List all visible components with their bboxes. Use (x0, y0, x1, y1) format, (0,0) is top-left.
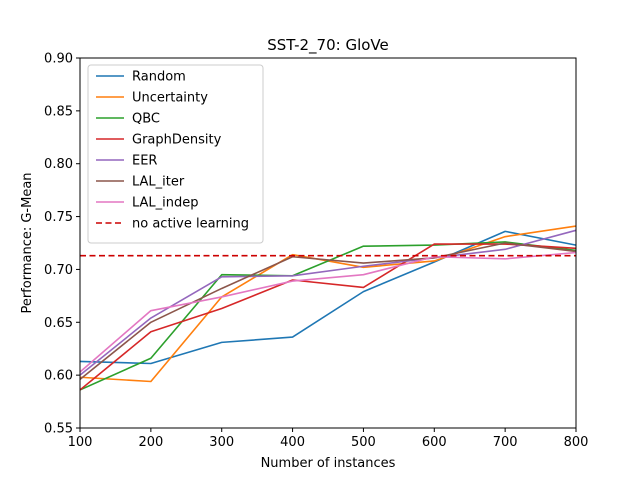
legend-item-label: QBC (132, 112, 160, 127)
x-tick-label: 700 (493, 435, 518, 450)
legend-item-label: Random (132, 70, 186, 85)
y-tick-label: 0.65 (44, 316, 73, 331)
series-line-eer (79, 229, 577, 376)
y-tick-label: 0.85 (44, 104, 73, 119)
legend-item-label: LAL_iter (132, 175, 185, 190)
x-tick-label: 400 (280, 435, 305, 450)
x-tick-label: 500 (351, 435, 376, 450)
chart-title: SST-2_70: GloVe (267, 36, 389, 55)
y-tick-label: 0.75 (44, 210, 73, 225)
x-tick-label: 600 (422, 435, 447, 450)
x-tick-label: 200 (138, 435, 163, 450)
legend-item-label: GraphDensity (132, 133, 222, 148)
series-line-qbc (79, 241, 577, 391)
y-axis: 0.55 0.60 0.65 0.70 0.75 0.80 0.85 0.90 (44, 52, 80, 437)
x-tick-label: 800 (564, 435, 589, 450)
legend-item-label: Uncertainty (132, 91, 208, 106)
legend-item-label: LAL_indep (132, 196, 199, 211)
series-line-lal-indep (79, 251, 577, 373)
y-tick-label: 0.70 (44, 263, 73, 278)
x-tick-label: 300 (209, 435, 234, 450)
legend-item-label: no active learning (132, 217, 249, 232)
series-line-lal-iter (79, 242, 577, 380)
x-axis: 100 200 300 400 500 600 700 800 (68, 428, 589, 450)
series-layer (79, 225, 577, 391)
legend: Random Uncertainty QBC GraphDensity EER LAL_i… (87, 64, 264, 244)
x-axis-label: Number of instances (261, 456, 396, 471)
legend-item-label: EER (132, 154, 157, 169)
legend-box (87, 64, 264, 244)
series-line-random (79, 230, 577, 365)
x-tick-label: 100 (68, 435, 93, 450)
y-axis-label: Performance: G-Mean (20, 172, 35, 313)
y-tick-label: 0.90 (44, 52, 73, 67)
plot-frame (79, 57, 577, 429)
y-tick-label: 0.80 (44, 157, 73, 172)
series-line-graphdensity (79, 243, 577, 391)
y-tick-label: 0.60 (44, 369, 73, 384)
y-tick-label: 0.55 (44, 422, 73, 437)
